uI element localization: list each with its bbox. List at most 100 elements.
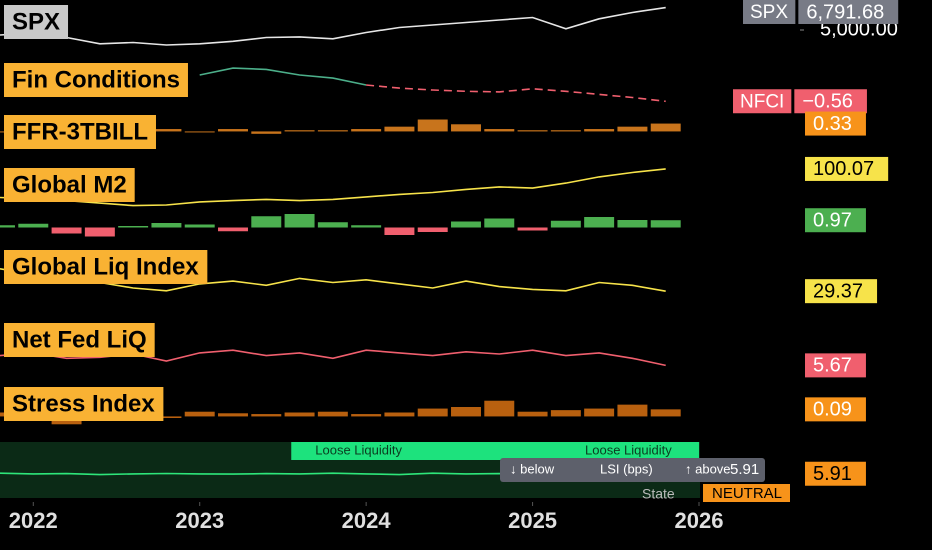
bar xyxy=(18,223,49,228)
pane-title-bg xyxy=(4,5,69,39)
value-tag xyxy=(798,0,899,24)
bar xyxy=(584,129,615,132)
bar xyxy=(451,124,481,132)
bar xyxy=(650,123,681,132)
pane-title-bg xyxy=(4,250,208,284)
bar xyxy=(284,214,315,228)
bar xyxy=(451,221,481,228)
value-tag xyxy=(805,111,866,136)
tooltip-bg xyxy=(500,458,765,482)
bar xyxy=(517,227,548,231)
x-tick-label: 2022 xyxy=(9,508,58,533)
pane-title-bg xyxy=(4,387,164,421)
bar xyxy=(284,130,315,132)
bar xyxy=(451,407,481,417)
bar xyxy=(317,411,348,417)
bar xyxy=(517,130,548,132)
bar xyxy=(51,227,82,234)
value-tag xyxy=(805,156,889,181)
pane-title: FFR-3TBILL xyxy=(12,118,148,145)
bar xyxy=(417,408,448,417)
bar xyxy=(151,416,182,418)
bar xyxy=(151,223,182,228)
series-line xyxy=(366,84,666,103)
signal-band xyxy=(291,442,699,460)
bar xyxy=(0,225,15,228)
pane-title: Global M2 xyxy=(12,171,127,198)
series-line xyxy=(0,268,666,292)
pane-title: Stress Index xyxy=(12,390,155,417)
bar xyxy=(317,130,348,132)
pane-title-bg xyxy=(4,168,135,202)
bar xyxy=(617,404,648,417)
bar xyxy=(484,218,515,228)
x-tick-label: 2023 xyxy=(175,508,224,533)
pane-title-bg xyxy=(4,115,156,149)
bar xyxy=(584,217,615,228)
signal-label: Loose Liquidity xyxy=(585,442,672,457)
pane-title: SPX xyxy=(12,8,60,35)
bar xyxy=(184,411,215,417)
bar xyxy=(550,130,581,132)
tag-name-bg xyxy=(743,0,796,24)
bar xyxy=(317,222,348,228)
pane-title: Fin Conditions xyxy=(12,66,180,93)
bar xyxy=(184,131,215,133)
pane-title: Global Liq Index xyxy=(12,253,199,280)
series-line xyxy=(0,6,666,46)
value-tag xyxy=(805,397,866,422)
bar xyxy=(517,411,548,417)
signal-label: Loose Liquidity xyxy=(315,442,402,457)
bar xyxy=(550,220,581,228)
bar xyxy=(617,126,648,132)
state-label: State xyxy=(642,486,675,502)
value-tag-label: 0.97 xyxy=(813,210,852,232)
bar xyxy=(417,227,448,232)
tooltip-item: ↑ above xyxy=(685,461,731,476)
x-tick-label: 2025 xyxy=(508,508,557,533)
state-value: NEUTRAL xyxy=(712,485,782,502)
x-tick-label: 2024 xyxy=(342,508,392,533)
tag-name-bg xyxy=(733,89,792,114)
value-tag-label: 5.67 xyxy=(813,355,852,377)
tooltip-item: LSI (bps) xyxy=(600,461,653,476)
value-tag-label: 5.91 xyxy=(813,463,852,485)
bar xyxy=(251,216,282,228)
value-tag xyxy=(794,89,867,114)
value-tag-label: −0.56 xyxy=(802,91,853,113)
bar xyxy=(251,414,282,417)
value-tag xyxy=(805,208,866,233)
value-tag-label: 100.07 xyxy=(813,158,874,180)
bar xyxy=(218,413,248,417)
pane-title: Net Fed LiQ xyxy=(12,326,147,353)
pane-title-bg xyxy=(4,63,188,97)
bar xyxy=(484,129,515,132)
bar xyxy=(351,129,382,132)
value-tag-label: 0.09 xyxy=(813,399,852,421)
series-line xyxy=(0,168,666,207)
bar xyxy=(484,400,515,417)
bar xyxy=(218,227,248,232)
value-tag xyxy=(805,279,878,304)
x-tick-label: 2026 xyxy=(675,508,724,533)
bar xyxy=(351,225,382,228)
bar xyxy=(417,119,448,132)
state-bg xyxy=(703,484,790,502)
value-tag-label: 29.37 xyxy=(813,280,863,302)
bar xyxy=(384,126,415,132)
bar xyxy=(384,412,415,417)
value-tag xyxy=(805,353,866,378)
pane-title-bg xyxy=(4,323,155,357)
bar xyxy=(284,412,315,417)
value-tag-label: 0.33 xyxy=(813,113,852,135)
tooltip-value: 5.91 xyxy=(730,461,759,478)
tooltip-item: ↓ below xyxy=(510,461,555,476)
bar xyxy=(384,227,415,235)
bar xyxy=(118,226,149,228)
tag-name: NFCI xyxy=(740,91,784,112)
bar xyxy=(84,227,115,237)
bar xyxy=(251,131,282,134)
bar xyxy=(550,410,581,417)
